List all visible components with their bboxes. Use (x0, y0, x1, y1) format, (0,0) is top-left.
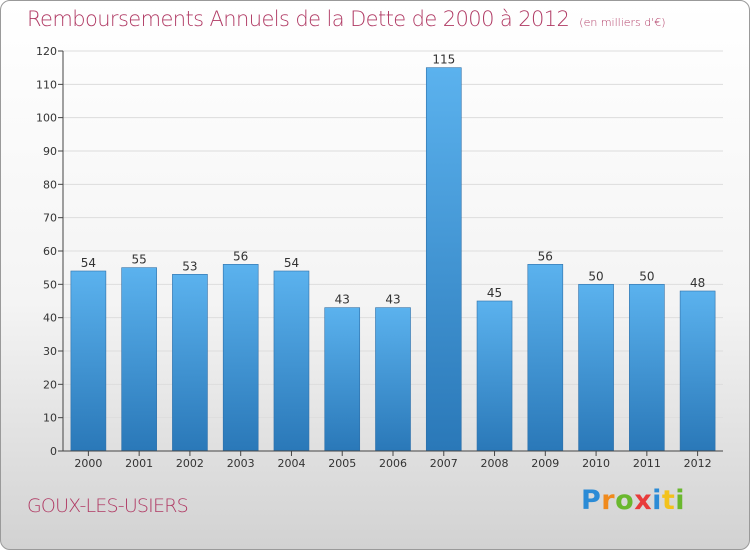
data-label: 43 (335, 293, 350, 307)
y-tick-label: 0 (50, 445, 57, 458)
data-label: 55 (132, 253, 147, 267)
bar (527, 264, 564, 452)
x-tick-label: 2004 (277, 457, 305, 470)
y-tick-label: 60 (43, 245, 57, 258)
bar (172, 274, 208, 452)
bar (578, 284, 614, 452)
logo-letter: i (675, 485, 686, 516)
data-label: 48 (690, 276, 705, 290)
data-label: 54 (81, 256, 96, 270)
x-tick-label: 2005 (328, 457, 356, 470)
bar (70, 270, 107, 452)
x-tick-label: 2001 (125, 457, 153, 470)
x-tick-label: 2002 (176, 457, 204, 470)
bar (273, 270, 310, 452)
x-tick-label: 2012 (684, 457, 712, 470)
x-tick-label: 2000 (74, 457, 102, 470)
logo-letter: r (601, 485, 616, 516)
y-tick-label: 10 (43, 412, 57, 425)
data-label: 50 (639, 269, 654, 283)
logo-letter: i (652, 485, 662, 516)
y-tick-label: 20 (43, 378, 57, 391)
data-label: 50 (588, 269, 603, 283)
y-tick-label: 70 (43, 212, 57, 225)
y-tick-label: 40 (43, 312, 57, 325)
x-tick-label: 2007 (430, 457, 458, 470)
y-tick-label: 80 (43, 178, 57, 191)
bar (324, 307, 361, 452)
y-tick-label: 120 (36, 45, 57, 58)
data-label: 43 (385, 293, 400, 307)
bar (121, 267, 157, 452)
logo-letter: t (661, 485, 676, 516)
y-tick-label: 110 (36, 78, 57, 91)
y-tick-label: 100 (36, 112, 57, 125)
data-label: 53 (182, 259, 197, 273)
chart-title: Remboursements Annuels de la Dette de 20… (27, 7, 666, 31)
bar (425, 67, 462, 452)
proxiti-logo: Proxiti (581, 485, 685, 516)
data-labels: 54 55 53 56 54 43 43 115 45 56 50 50 48 (81, 53, 706, 307)
logo-letter: P (581, 485, 602, 516)
data-label: 56 (538, 249, 553, 263)
axes: 0 10 20 30 40 50 60 70 80 90 100 110 120 2000 2001 2002… (36, 45, 723, 470)
unit-note: (en milliers d'€) (579, 16, 666, 29)
x-tick-label: 2009 (531, 457, 559, 470)
bar (375, 307, 411, 452)
bar (629, 284, 665, 452)
logo-letter: o (615, 485, 635, 516)
commune-name: GOUX-LES-USIERS (27, 495, 189, 517)
x-tick-label: 2003 (227, 457, 255, 470)
logo-letter: x (634, 485, 653, 516)
x-tick-label: 2010 (582, 457, 610, 470)
bars (70, 67, 716, 452)
x-tick-label: 2008 (481, 457, 509, 470)
bar (679, 290, 716, 452)
data-label: 54 (284, 256, 299, 270)
x-tick-label: 2011 (633, 457, 661, 470)
data-label: 115 (432, 53, 455, 67)
bar (222, 264, 259, 452)
y-tick-label: 50 (43, 278, 57, 291)
chart-title-text: Remboursements Annuels de la Dette de 20… (27, 7, 570, 31)
x-tick-label: 2006 (379, 457, 407, 470)
data-label: 45 (487, 286, 502, 300)
data-label: 56 (233, 249, 248, 263)
y-tick-label: 90 (43, 145, 57, 158)
bar (476, 300, 513, 452)
y-tick-label: 30 (43, 345, 57, 358)
